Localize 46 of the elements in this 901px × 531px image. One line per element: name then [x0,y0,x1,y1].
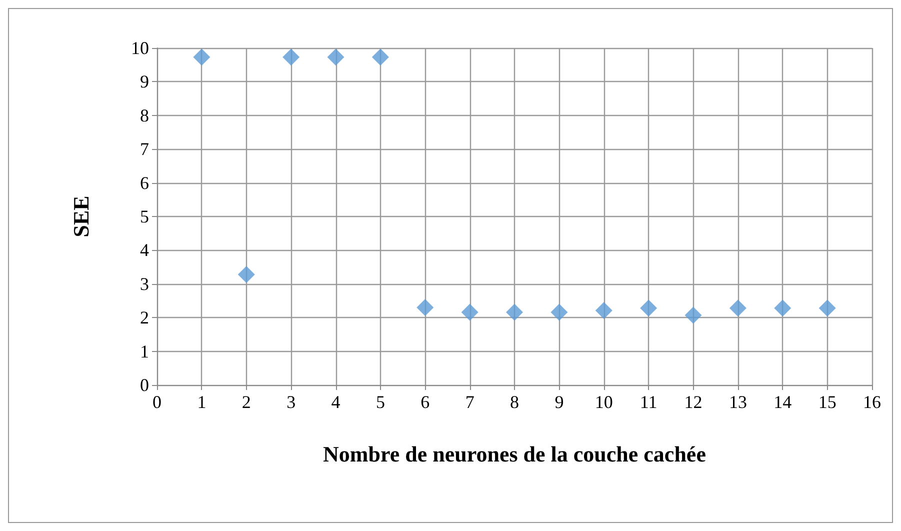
x-tick-label: 14 [774,392,792,412]
x-axis-title: Nombre de neurones de la couche cachée [323,442,706,466]
y-axis-title: SEE [68,196,94,238]
point [774,300,792,317]
point [416,298,434,316]
y-tick-label: 6 [140,172,149,193]
y-tick-label: 7 [140,139,149,160]
point [327,48,344,66]
point [595,302,612,320]
x-tick-label: 6 [420,392,430,412]
point [729,300,746,317]
x-tick-label: 13 [728,392,747,412]
x-tick-label: 4 [331,392,340,412]
x-tick-label: 5 [376,392,385,412]
point [550,304,568,321]
point [238,266,255,283]
x-tick-label: 1 [197,392,206,412]
y-tick-label: 5 [140,206,149,226]
point [818,300,836,317]
x-tick-label: 9 [554,392,564,412]
x-tick-label: 0 [152,392,162,412]
x-tick-label: 7 [465,392,474,412]
point [193,48,210,66]
y-tick-label: 2 [140,308,149,328]
x-tick-label: 3 [286,392,296,412]
x-tick-label: 16 [863,392,881,412]
y-tick-label: 1 [140,341,149,362]
y-tick-label: 3 [140,274,149,294]
y-tick-label: 9 [140,72,149,92]
point [461,304,478,321]
point [282,48,300,66]
x-tick-label: 11 [640,392,658,412]
y-tick-label: 4 [140,240,149,260]
x-tick-label: 10 [594,392,613,412]
x-tick-label: 15 [818,392,836,412]
point [640,300,658,317]
point [372,48,389,66]
y-tick-label: 8 [140,105,149,126]
x-tick-label: 8 [510,392,519,412]
x-tick-label: 2 [242,392,251,412]
x-tick-label: 12 [684,392,702,412]
chart-frame: SEE Nombre de neurones de la couche cachée 0 1 2 3 4 5 6 7 8 9 10 0 1 2 3 4 5 6 7 8 9 10 11 12 13 14 15 16 [8,8,893,523]
point [684,306,702,324]
y-tick-label: 10 [131,38,149,58]
y-tick-label: 0 [140,375,149,395]
point [506,304,523,321]
